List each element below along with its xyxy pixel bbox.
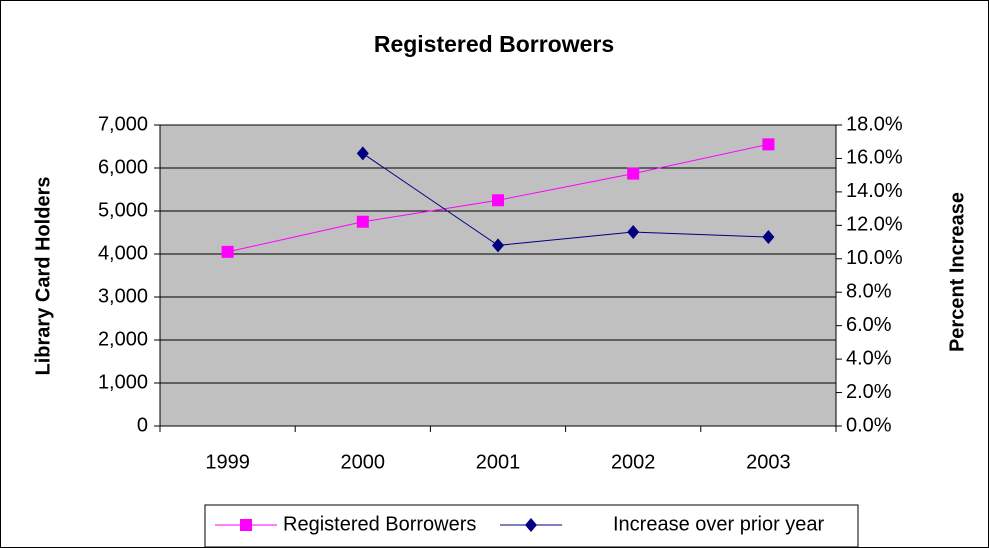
y2-tick-label: 10.0% [846, 247, 903, 269]
y-tick-label: 4,000 [98, 242, 148, 264]
y2-tick-label: 0.0% [846, 414, 892, 436]
y2-tick-label: 6.0% [846, 314, 892, 336]
x-tick-label: 2002 [611, 451, 656, 473]
data-point [356, 215, 369, 228]
data-point [492, 194, 504, 207]
data-point [627, 225, 640, 240]
y-tick-label: 7,000 [98, 113, 148, 135]
x-tick-label: 1999 [205, 451, 250, 473]
y-tick-label: 6,000 [98, 156, 148, 178]
y-tick-label: 1,000 [98, 371, 148, 393]
plot-area [159, 124, 837, 427]
chart-title: Registered Borrowers [374, 31, 614, 57]
y-tick-label: 0 [137, 414, 148, 436]
y-axis-title: Library Card Holders [32, 177, 54, 376]
x-tick-label: 2000 [341, 451, 386, 473]
y-tick-label: 2,000 [98, 328, 148, 350]
y-tick-label: 3,000 [98, 285, 148, 307]
data-point [762, 230, 775, 245]
legend-marker [240, 519, 252, 531]
data-point [762, 138, 775, 151]
legend-label: Increase over prior year [613, 513, 825, 535]
data-point [492, 238, 504, 253]
x-tick-label: 2001 [476, 451, 521, 473]
y2-tick-label: 18.0% [846, 113, 903, 135]
y2-axis-title: Percent Increase [946, 192, 968, 352]
y2-tick-label: 4.0% [846, 347, 892, 369]
y2-tick-label: 8.0% [846, 281, 892, 303]
series-line [362, 153, 769, 246]
y2-tick-label: 12.0% [846, 214, 903, 236]
data-point [356, 146, 369, 161]
y2-tick-label: 2.0% [846, 381, 892, 403]
y2-tick-label: 16.0% [846, 147, 903, 169]
y2-tick-label: 14.0% [846, 180, 903, 202]
y-tick-label: 5,000 [98, 199, 148, 221]
x-tick-label: 2003 [746, 451, 791, 473]
data-point [221, 245, 234, 258]
legend-label: Registered Borrowers [283, 513, 476, 535]
legend-marker [525, 518, 537, 532]
data-point [627, 167, 640, 180]
